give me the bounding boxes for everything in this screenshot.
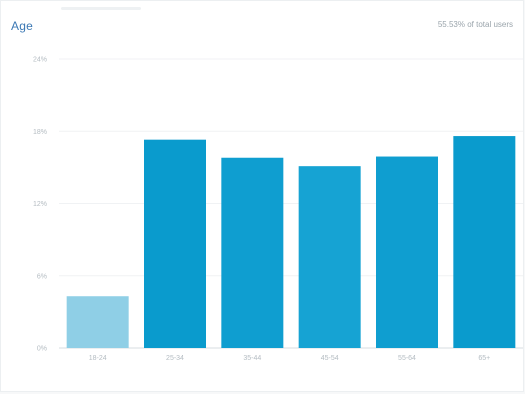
x-tick-label: 65+ [478,355,490,362]
y-axis-labels: 0% 6% 12% 18% 24% [33,57,47,353]
chart-title: Age [11,19,33,33]
y-tick-label: 0% [37,346,47,353]
bar-65+[interactable] [453,136,516,348]
x-tick-label: 45-54 [321,355,339,362]
y-tick-label: 18% [33,129,47,136]
bars [66,136,516,348]
card-tab-indicator [61,7,141,10]
x-tick-label: 55-64 [398,355,416,362]
bar-18-24[interactable] [66,296,129,348]
bar-55-64[interactable] [376,156,438,348]
grid-lines [59,58,523,349]
bar-25-34[interactable] [144,139,206,348]
x-tick-label: 35-44 [243,355,261,362]
y-tick-label: 6% [37,273,47,280]
y-tick-label: 12% [33,201,47,208]
bar-35-44[interactable] [221,157,284,348]
x-axis-labels: 18-24 25-34 35-44 45-54 55-64 65+ [89,355,491,362]
x-tick-label: 18-24 [89,355,107,362]
y-tick-label: 24% [33,57,47,64]
total-users-share: 55.53% of total users [437,20,513,29]
x-tick-label: 25-34 [166,355,184,362]
bar-45-54[interactable] [298,166,361,348]
